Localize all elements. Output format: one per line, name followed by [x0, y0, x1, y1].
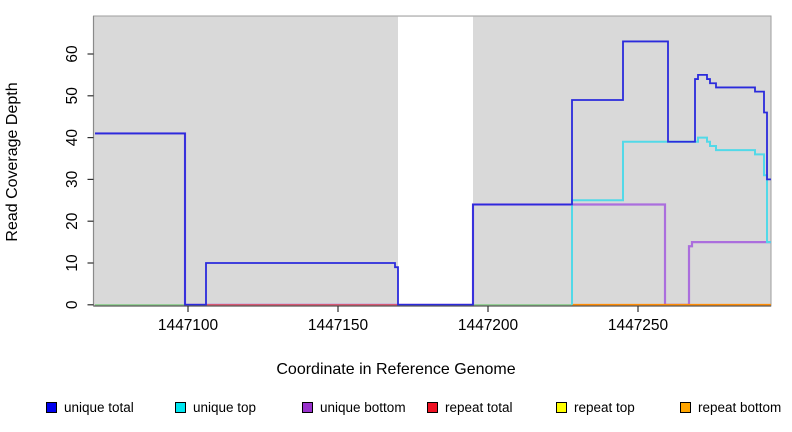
legend-item-repeat-bottom: repeat bottom [680, 399, 781, 415]
x-tick-label: 1447150 [308, 317, 369, 334]
y-tick-label: 0 [64, 300, 81, 309]
legend-swatch-icon [427, 401, 438, 413]
legend-item-repeat-total: repeat total [427, 399, 513, 415]
y-tick-label: 30 [64, 170, 81, 188]
legend-swatch-icon [302, 401, 313, 413]
legend-swatch-icon [556, 401, 567, 413]
y-tick-label: 40 [64, 129, 81, 147]
legend-swatch-icon [680, 401, 691, 413]
x-tick-label: 1447250 [608, 317, 669, 334]
x-tick-label: 1447200 [458, 317, 519, 334]
legend-item-unique-total: unique total [46, 399, 134, 415]
x-axis-title: Coordinate in Reference Genome [276, 361, 516, 378]
legend-swatch-icon [46, 401, 57, 413]
legend-label: repeat top [574, 399, 635, 415]
legend-item-unique-bottom: unique bottom [302, 399, 406, 415]
legend-label: unique bottom [320, 399, 406, 415]
legend-label: repeat total [445, 399, 513, 415]
legend-label: unique top [193, 399, 257, 415]
y-axis-title: Read Coverage Depth [4, 82, 21, 242]
series-line-unique-total [95, 40, 771, 306]
y-tick-label: 20 [64, 212, 81, 230]
y-tick-label: 10 [64, 254, 81, 272]
legend-label: repeat bottom [698, 399, 782, 415]
chart-legend: unique total unique top unique bottom repea… [0, 399, 792, 417]
y-tick-label: 60 [64, 45, 81, 63]
legend-item-repeat-top: repeat top [556, 399, 635, 415]
gap-region [398, 16, 473, 306]
legend-item-unique-top: unique top [175, 399, 256, 415]
legend-label: unique total [64, 399, 134, 415]
y-tick-label: 50 [64, 87, 81, 105]
x-tick-label: 1447100 [158, 317, 219, 334]
legend-swatch-icon [175, 401, 186, 413]
series-line-unique-top [571, 136, 771, 305]
